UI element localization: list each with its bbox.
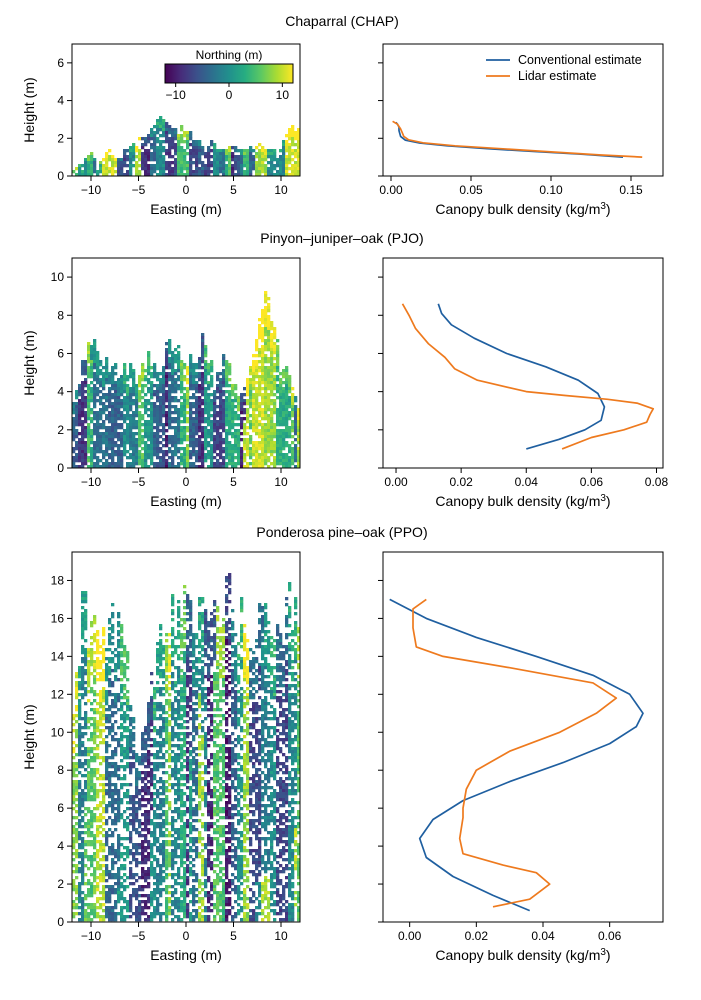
x-tick-label: 5 — [230, 929, 237, 943]
lidar-series-line — [392, 120, 643, 158]
colorbar-tick-label: −10 — [165, 88, 186, 102]
y-tick-label: 10 — [51, 270, 65, 284]
x-tick-label: 0 — [183, 183, 190, 197]
x-tick-label: 0.00 — [379, 183, 403, 197]
legend-conventional-label: Conventional estimate — [518, 53, 642, 67]
panel-title: Pinyon–juniper–oak (PJO) — [260, 230, 423, 246]
canopy-points — [72, 291, 300, 468]
panel-ppo-canopy: Ponderosa pine–oak (PPO) −10 −5 0 5 10 0 2 4 6 8 10… — [21, 524, 428, 963]
x-tick-label: 0.04 — [531, 929, 555, 943]
y-tick-label: 2 — [57, 877, 64, 891]
lidar-series-line — [412, 598, 618, 908]
y-tick-label: 0 — [57, 461, 64, 475]
x-tick-label: 0 — [183, 475, 190, 489]
x-tick-label: 0.05 — [459, 183, 483, 197]
plot-frame — [382, 43, 664, 177]
x-axis-label: Easting (m) — [150, 947, 222, 963]
x-tick-label: 0.02 — [465, 929, 489, 943]
plot-frame — [382, 257, 664, 469]
y-tick-label: 0 — [57, 915, 64, 929]
x-tick-label: 0.02 — [449, 475, 473, 489]
x-axis-label: Easting (m) — [150, 493, 222, 509]
x-tick-label: 0.15 — [619, 183, 643, 197]
colorbar-gradient — [164, 63, 294, 84]
x-tick-label: 0.10 — [539, 183, 563, 197]
x-tick-label: 0 — [183, 929, 190, 943]
y-tick-label: 6 — [57, 346, 64, 360]
y-axis-label: Height (m) — [21, 330, 37, 395]
x-axis-label: Canopy bulk density (kg/m3) — [435, 493, 610, 510]
x-tick-label: −10 — [81, 475, 102, 489]
y-axis-label: Height (m) — [21, 704, 37, 769]
x-tick-label: 10 — [274, 183, 288, 197]
x-tick-label: 5 — [230, 475, 237, 489]
x-tick-label: −5 — [132, 183, 146, 197]
y-tick-label: 6 — [57, 801, 64, 815]
y-tick-label: 4 — [57, 385, 64, 399]
y-tick-label: 2 — [57, 131, 64, 145]
y-tick-label: 8 — [57, 308, 64, 322]
x-tick-label: 0.00 — [384, 475, 408, 489]
lidar-series-line — [401, 303, 655, 450]
panel-pjo-canopy: Pinyon–juniper–oak (PJO) −10 −5 0 5 10 0 2 4 6 8 10… — [21, 230, 424, 509]
colorbar-tick-label: 0 — [226, 88, 233, 102]
y-tick-label: 4 — [57, 839, 64, 853]
plot-frame — [382, 551, 664, 923]
colorbar: Northing (m) −10 0 10 — [163, 46, 295, 110]
x-tick-label: 0.04 — [515, 475, 539, 489]
y-tick-label: 18 — [51, 573, 65, 587]
panel-title: Ponderosa pine–oak (PPO) — [256, 524, 427, 540]
x-tick-label: 5 — [230, 183, 237, 197]
x-tick-label: −10 — [81, 183, 102, 197]
x-axis-label: Canopy bulk density (kg/m3) — [435, 947, 610, 964]
x-tick-label: 0.08 — [645, 475, 669, 489]
x-tick-label: 0.06 — [580, 475, 604, 489]
x-tick-label: −10 — [81, 929, 102, 943]
x-axis-label: Easting (m) — [150, 201, 222, 217]
y-axis-label: Height (m) — [21, 77, 37, 142]
panel-title: Chaparral (CHAP) — [285, 13, 399, 29]
x-tick-label: −5 — [132, 475, 146, 489]
conventional-series-line — [389, 598, 644, 912]
x-tick-label: 10 — [274, 475, 288, 489]
x-tick-label: 10 — [274, 929, 288, 943]
panel-chap-canopy: Chaparral (CHAP) −10 −5 0 5 10 0 2 4 6 Easting (m)… — [21, 13, 399, 217]
y-tick-label: 6 — [57, 56, 64, 70]
panel-ppo-density: 0.00 0.02 0.04 0.06 Canopy bulk density (kg/… — [378, 551, 664, 964]
legend-lidar-label: Lidar estimate — [518, 69, 597, 83]
x-axis-label: Canopy bulk density (kg/m3) — [435, 201, 610, 218]
x-tick-label: 0.06 — [598, 929, 622, 943]
legend: Conventional estimate Lidar estimate — [486, 53, 642, 83]
y-tick-label: 12 — [51, 687, 65, 701]
y-tick-label: 10 — [51, 725, 65, 739]
canopy-points — [72, 573, 300, 922]
y-tick-label: 14 — [51, 649, 65, 663]
colorbar-title: Northing (m) — [196, 48, 263, 62]
colorbar-tick-label: 10 — [276, 88, 290, 102]
x-tick-label: −5 — [132, 929, 146, 943]
panel-chap-density: 0.00 0.05 0.10 0.15 Canopy bulk density (kg/… — [378, 43, 664, 218]
conventional-series-line — [437, 303, 606, 450]
y-tick-label: 16 — [51, 611, 65, 625]
canopy-points — [72, 116, 300, 176]
conventional-series-line — [395, 121, 624, 158]
y-tick-label: 8 — [57, 763, 64, 777]
y-tick-label: 4 — [57, 94, 64, 108]
y-tick-label: 0 — [57, 169, 64, 183]
y-tick-label: 2 — [57, 423, 64, 437]
x-tick-label: 0.00 — [398, 929, 422, 943]
panel-pjo-density: 0.00 0.02 0.04 0.06 0.08 Canopy bulk density … — [378, 257, 669, 510]
